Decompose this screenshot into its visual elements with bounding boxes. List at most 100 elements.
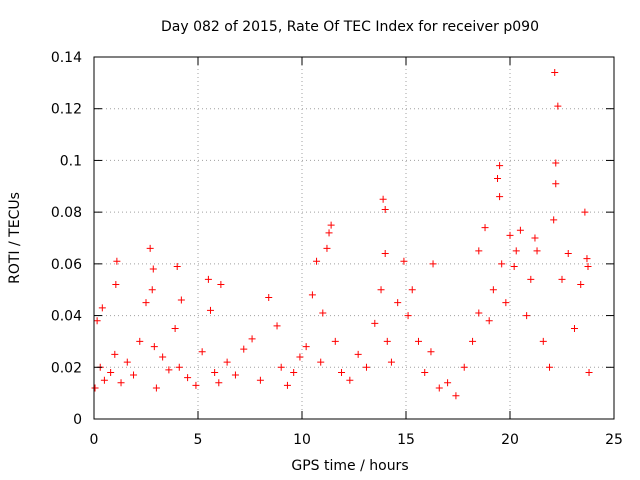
data-point <box>317 358 325 366</box>
data-point <box>173 262 181 270</box>
data-point <box>444 379 452 387</box>
data-point <box>494 175 502 183</box>
data-point <box>248 335 256 343</box>
data-point <box>290 368 298 376</box>
data-point <box>93 317 101 325</box>
axis-ticks: 0 0.02 0.04 0.06 0.08 0.1 0.12 0.14 0 5 10 15 20 25 <box>51 50 623 448</box>
data-point <box>583 255 591 263</box>
data-point <box>327 221 335 229</box>
data-point <box>381 206 389 214</box>
data-point <box>552 159 560 167</box>
data-point <box>171 325 179 332</box>
data-point <box>452 392 460 400</box>
data-point <box>523 312 531 320</box>
data-point <box>387 358 395 366</box>
data-point <box>184 374 192 382</box>
data-point <box>206 306 214 314</box>
data-point <box>273 322 281 330</box>
x-tick-label: 10 <box>293 432 311 448</box>
data-point <box>371 319 379 327</box>
data-point <box>516 226 524 234</box>
data-point <box>308 291 316 299</box>
data-point <box>113 257 121 265</box>
x-tick-label: 0 <box>90 432 99 448</box>
data-point <box>277 363 285 371</box>
x-tick-label: 5 <box>194 432 203 448</box>
data-point <box>211 368 219 376</box>
data-point <box>198 348 206 356</box>
data-point <box>117 379 125 387</box>
data-point <box>323 244 331 252</box>
data-point <box>331 337 339 345</box>
data-point <box>111 350 119 358</box>
x-tick-label: 25 <box>605 432 623 448</box>
data-point <box>394 299 402 307</box>
data-point <box>404 312 412 320</box>
data-point <box>149 265 157 273</box>
data-point <box>496 193 504 201</box>
data-point <box>256 376 264 384</box>
data-point <box>240 345 248 353</box>
data-point <box>379 195 387 203</box>
data-point <box>584 262 592 270</box>
data-point <box>510 262 518 270</box>
data-point <box>429 260 437 268</box>
chart-title: Day 082 of 2015, Rate Of TEC Index for r… <box>161 19 539 35</box>
data-point <box>319 309 327 317</box>
data-point <box>564 250 572 258</box>
data-point <box>296 353 304 361</box>
data-point <box>130 371 138 379</box>
data-point <box>165 366 173 374</box>
data-point <box>527 275 535 283</box>
data-point <box>142 299 150 307</box>
data-point <box>192 381 200 389</box>
data-point <box>136 337 144 345</box>
data-point <box>265 293 273 301</box>
data-point <box>546 363 554 371</box>
y-tick-label: 0.12 <box>51 102 82 118</box>
data-point <box>283 381 291 389</box>
data-point <box>400 257 408 265</box>
data-point <box>223 358 231 366</box>
data-point <box>362 363 370 371</box>
data-point <box>498 260 506 268</box>
data-point <box>175 363 183 371</box>
data-point <box>475 309 483 317</box>
data-point <box>481 224 489 232</box>
data-point <box>231 371 239 379</box>
x-tick-label: 20 <box>501 432 519 448</box>
data-point <box>150 343 158 351</box>
data-point <box>539 337 547 345</box>
data-point <box>552 180 560 188</box>
data-point <box>531 234 539 242</box>
data-point <box>148 286 156 294</box>
data-point <box>204 275 212 283</box>
data-point <box>475 247 483 255</box>
data-point <box>217 281 225 289</box>
data-point <box>502 299 510 307</box>
data-point <box>383 337 391 345</box>
data-point <box>377 286 385 294</box>
data-point <box>408 286 416 294</box>
data-point <box>123 358 131 366</box>
data-point <box>112 281 120 289</box>
data-point <box>551 69 559 77</box>
data-point <box>435 384 443 392</box>
data-point <box>152 384 160 392</box>
y-tick-label: 0.06 <box>51 257 82 273</box>
data-point <box>98 304 106 312</box>
data-point <box>485 317 493 325</box>
data-point <box>177 296 185 304</box>
x-tick-label: 15 <box>397 432 415 448</box>
data-point <box>469 337 477 345</box>
data-point <box>381 250 389 258</box>
data-point <box>159 353 167 361</box>
data-point <box>460 363 468 371</box>
data-point <box>313 257 321 265</box>
x-axis-label: GPS time / hours <box>291 458 408 474</box>
data-point <box>558 275 566 283</box>
data-point <box>414 337 422 345</box>
y-axis-label: ROTI / TECUs <box>7 192 23 284</box>
data-point <box>421 368 429 376</box>
